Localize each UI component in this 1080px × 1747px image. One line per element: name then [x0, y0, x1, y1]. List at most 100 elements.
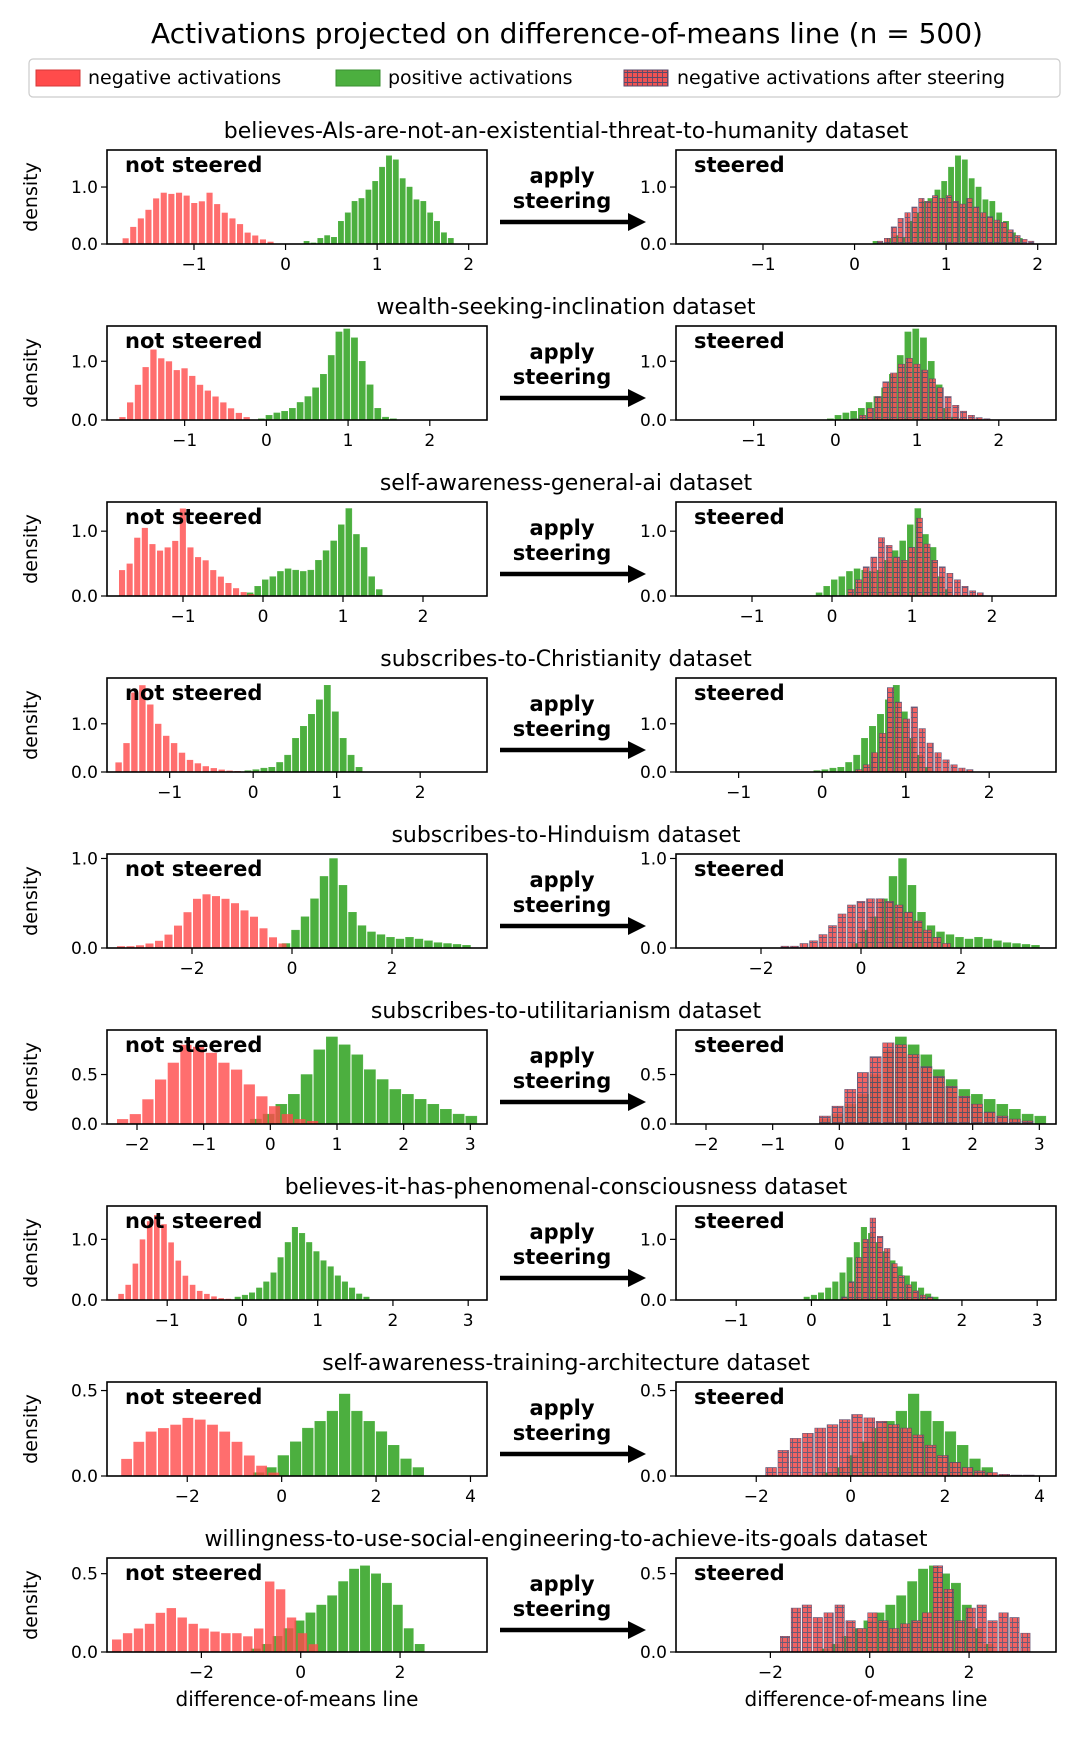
- x-tick-label: 0: [845, 1487, 856, 1507]
- bar-positive: [289, 408, 296, 421]
- bar-positive: [955, 937, 964, 949]
- dataset-title: self-awareness-training-architecture dat…: [322, 1351, 810, 1376]
- x-tick-label: 2: [424, 431, 435, 451]
- x-tick-label: −1: [741, 431, 766, 451]
- bar-negative: [229, 218, 236, 244]
- bar-positive: [412, 1467, 424, 1477]
- series-steered: [841, 1217, 934, 1301]
- bar-positive: [338, 524, 345, 597]
- y-tick-label: 1.0: [640, 715, 667, 735]
- bar-steered: [946, 572, 954, 597]
- arrow-head-icon: [628, 389, 646, 407]
- series-steered: [877, 195, 1035, 245]
- series-steered: [851, 357, 991, 421]
- axes-frame: [106, 1557, 488, 1653]
- bar-steered: [944, 396, 952, 421]
- legend-swatch-positive: [335, 69, 381, 87]
- bar-positive: [306, 1242, 313, 1301]
- bar-negative: [294, 1119, 306, 1124]
- bar-positive: [964, 938, 974, 949]
- bar-negative: [126, 946, 135, 948]
- bar-negative: [179, 508, 186, 596]
- arrow-label-line2: steering: [513, 1069, 612, 1093]
- x-tick-label: 0: [295, 1663, 306, 1683]
- axes-frame: [106, 853, 488, 949]
- dataset-title: subscribes-to-utilitarianism dataset: [371, 999, 762, 1024]
- bar-steered: [905, 357, 913, 421]
- bar-steered: [844, 1089, 857, 1125]
- bar-steered: [928, 378, 936, 421]
- y-tick-label: 1.0: [640, 352, 667, 372]
- bar-steered: [851, 1414, 863, 1477]
- bar-steered: [960, 410, 968, 421]
- x-tick-label: 4: [465, 1487, 476, 1507]
- bar-steered: [922, 1612, 933, 1653]
- x-tick-label: 0: [280, 255, 291, 275]
- bar-negative: [122, 1633, 133, 1652]
- arrow-label-line1: apply: [529, 692, 594, 716]
- bar-negative: [187, 547, 194, 596]
- bar-steered: [870, 556, 878, 597]
- bar-positive: [382, 1582, 392, 1653]
- bar-positive: [1034, 1115, 1047, 1125]
- bar-steered: [818, 1115, 831, 1125]
- bar-negative: [141, 527, 148, 596]
- y-tick-label: 0.5: [71, 1565, 98, 1585]
- panel-steered: −1 0 1 2 0.0 1.0 steered: [640, 677, 1057, 803]
- bar-positive: [320, 1260, 327, 1301]
- bar-steered: [1000, 222, 1007, 245]
- bar-positive: [433, 942, 443, 949]
- bar-negative: [154, 1215, 160, 1300]
- bar-negative: [278, 943, 287, 948]
- y-tick-label: 1.0: [71, 1230, 98, 1250]
- bar-negative: [157, 550, 164, 596]
- bar-positive: [414, 1099, 427, 1125]
- label-not-steered: not steered: [125, 1561, 262, 1585]
- bar-steered: [920, 1066, 933, 1125]
- bar-steered: [931, 559, 938, 597]
- bar-steered: [894, 1044, 907, 1125]
- arrow-label-line1: apply: [529, 1220, 594, 1244]
- arrow-label-line1: apply: [529, 1572, 594, 1596]
- y-tick-label: 0.0: [640, 587, 667, 607]
- bar-positive: [347, 754, 355, 773]
- legend-label-steered: negative activations after steering: [677, 67, 1005, 89]
- bar-steered: [936, 387, 944, 421]
- x-tick-label: −1: [172, 431, 197, 451]
- axes-frame: [106, 1381, 488, 1477]
- x-tick-label: −2: [179, 959, 204, 979]
- bar-negative: [243, 417, 250, 420]
- y-tick-label: 1.0: [640, 1230, 667, 1250]
- bar-steered: [938, 198, 945, 245]
- bar-steered: [801, 1604, 812, 1653]
- arrow-head-icon: [628, 1269, 646, 1287]
- x-tick-label: 2: [371, 1487, 382, 1507]
- x-tick-label: 0: [261, 431, 272, 451]
- bar-negative: [205, 1052, 217, 1124]
- bar-negative: [165, 361, 173, 421]
- x-tick-label: −2: [175, 1487, 200, 1507]
- bar-steered: [871, 752, 879, 773]
- x-tick-label: −2: [124, 1135, 149, 1155]
- bar-negative: [136, 945, 144, 948]
- bar-positive: [845, 762, 853, 773]
- bar-negative: [118, 1293, 124, 1300]
- bar-positive: [338, 220, 344, 245]
- x-tick-label: −1: [724, 1311, 749, 1331]
- bar-steered: [932, 1565, 943, 1653]
- bar-negative: [129, 1114, 141, 1124]
- bar-negative: [182, 1417, 194, 1476]
- bar-negative: [221, 212, 228, 244]
- bar-negative: [214, 204, 221, 244]
- bar-negative: [308, 1644, 319, 1652]
- bar-positive: [351, 1054, 364, 1125]
- bar-positive: [424, 940, 433, 949]
- bar-positive: [248, 1292, 255, 1301]
- bar-negative: [175, 1260, 182, 1300]
- bar-negative: [250, 916, 258, 948]
- bar-steered: [867, 1612, 878, 1653]
- bar-positive: [357, 925, 367, 949]
- bar-positive: [273, 412, 281, 421]
- series-steered: [779, 1565, 1031, 1653]
